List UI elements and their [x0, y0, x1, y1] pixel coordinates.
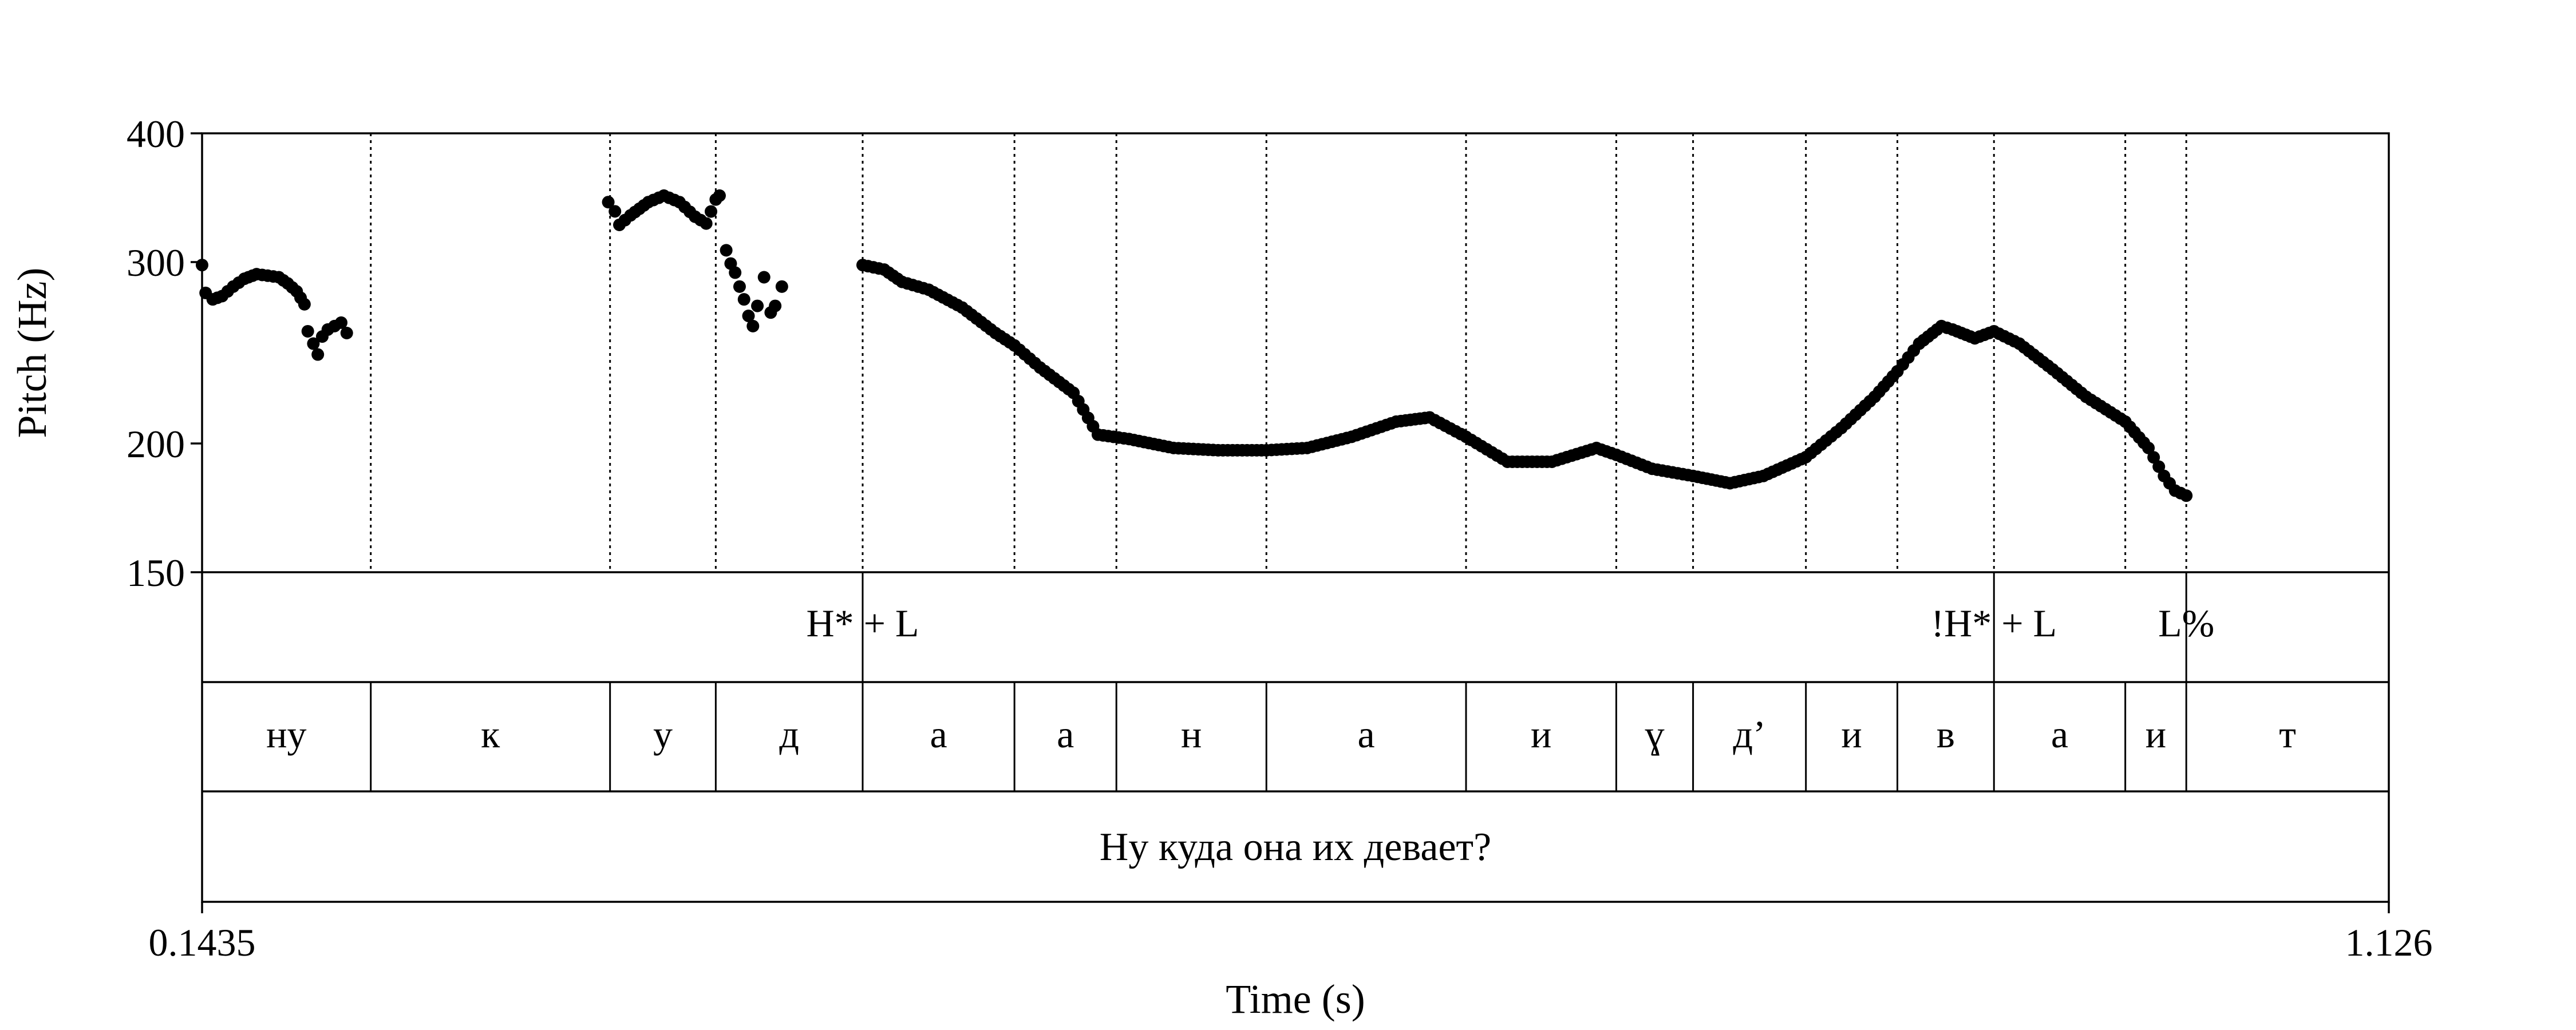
segment-label-14: и [2146, 712, 2166, 756]
x-tick-label-0: 0.1435 [149, 921, 256, 964]
segment-label-3: д [779, 712, 799, 756]
segment-label-10: д’ [1733, 712, 1766, 756]
pitch-point-4-40-2 [2152, 460, 2166, 473]
y-tick-label-0: 150 [127, 551, 185, 595]
axes: 150 200 300 400 0.1435 1.126 Time (s) Pitch (Hz… [9, 112, 2433, 1022]
segment-label-1: к [481, 712, 500, 756]
pitch-point-1-6-0 [335, 316, 348, 329]
pitch-point-3-0-0 [720, 244, 733, 257]
annotation-tiers: H* + L !H* + L L% ну к у д а а н а и ɣ д’ и в а и т Ну куда… [266, 601, 2296, 869]
y-tick-label-2: 300 [127, 241, 185, 284]
pitch-point-1-0-0 [301, 324, 314, 338]
y-axis-label: Pitch (Hz) [9, 268, 55, 438]
tone-label-2: L% [2158, 601, 2214, 645]
segment-label-13: а [2051, 712, 2068, 756]
pitch-point-3-2-0 [729, 266, 742, 279]
pitch-point-3-4-0 [737, 293, 750, 306]
sentence-label: Ну куда она их девает? [1100, 825, 1491, 869]
pitch-point-2-1-0 [609, 205, 622, 218]
pitch-point-2-8-0 [700, 217, 713, 230]
pitch-point-3-10-0 [769, 299, 782, 312]
pitch-point-0-end [298, 298, 311, 311]
tone-label-0: H* + L [806, 601, 919, 645]
plot-border [201, 132, 2390, 903]
x-axis-label: Time (s) [1226, 976, 1365, 1022]
pitch-point-2-0-0 [602, 196, 615, 209]
pitch-point-3-end [775, 280, 788, 293]
pitch-point-3-5-0 [742, 310, 755, 323]
pitch-point-3-6-0 [746, 319, 760, 332]
pitch-point-4-40-0 [2142, 441, 2155, 454]
pitch-point-2-8-1 [705, 205, 718, 218]
pitch-point-3-7-0 [751, 299, 764, 312]
pitch-point-1-1-0 [307, 337, 320, 350]
pitch-point-1-end [340, 326, 353, 339]
y-tick-label-3: 400 [127, 112, 185, 156]
boundary-lines [370, 133, 2187, 791]
pitch-point-3-3-0 [733, 280, 746, 293]
pitch-point-2-end [713, 189, 726, 202]
segment-label-0: ну [266, 712, 306, 756]
segment-label-15: т [2279, 712, 2296, 756]
segment-label-2: у [653, 712, 673, 756]
pitch-points [196, 189, 2193, 502]
segment-label-7: а [1358, 712, 1375, 756]
pitch-point-3-8-0 [757, 271, 771, 284]
segment-label-9: ɣ [1645, 712, 1665, 756]
x-tick-label-1: 1.126 [2345, 921, 2433, 964]
segment-label-11: и [1841, 712, 1862, 756]
segment-label-4: а [930, 712, 947, 756]
segment-label-6: н [1181, 712, 1202, 756]
pitch-point-1-2-0 [311, 348, 325, 361]
pitch-point-4-40-1 [2147, 451, 2160, 464]
pitch-point-4-end [2180, 489, 2193, 502]
segment-label-5: а [1057, 712, 1074, 756]
plot-frame [201, 132, 2390, 903]
segment-label-12: в [1937, 712, 1955, 756]
tone-label-1: !H* + L [1931, 601, 2057, 645]
segment-label-8: и [1531, 712, 1551, 756]
y-tick-label-1: 200 [127, 422, 185, 466]
